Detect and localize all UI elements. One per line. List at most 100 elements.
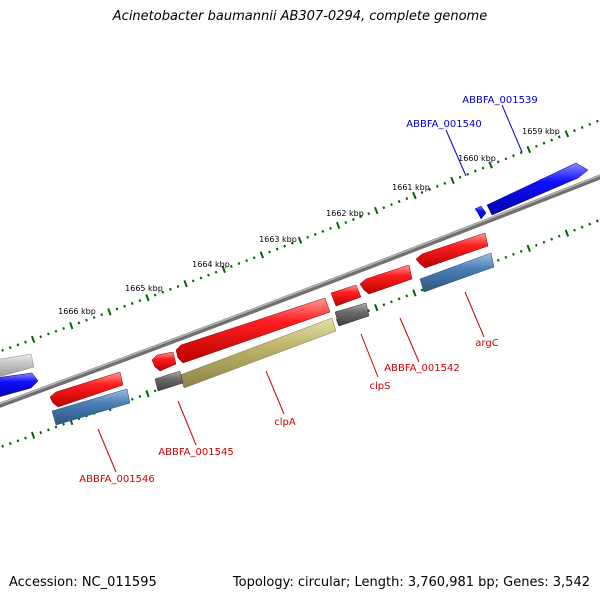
leader-clpa [265,370,285,415]
major-tick [145,390,150,398]
gene-abbfa-001545-feature[interactable] [154,370,184,392]
minor-tick [62,326,65,330]
minor-tick [428,187,432,191]
label-leader-lines [97,104,523,473]
minor-tick [382,303,386,307]
major-tick [412,289,417,297]
minor-tick [47,332,50,336]
minor-tick [595,219,599,223]
minor-tick [252,256,256,260]
minor-tick [62,422,65,426]
minor-tick [85,318,88,322]
gene-argc-feature[interactable] [419,252,495,293]
major-tick [526,145,532,154]
label-abbfa-001546[interactable]: ABBFA_001546 [79,474,154,485]
minor-tick [24,436,27,440]
minor-tick [496,160,500,164]
minor-tick [557,135,561,139]
major-tick [374,304,379,312]
minor-tick [24,340,27,344]
gene-clps-feature[interactable] [334,302,370,327]
gene-left-gray-fragment[interactable] [0,353,35,378]
minor-tick [275,247,279,251]
gene-clpa[interactable] [175,297,331,364]
label-abbfa-001545[interactable]: ABBFA_001545 [158,447,233,458]
tick-label-1660: 1660 kbp [458,154,496,163]
minor-tick [519,249,523,253]
minor-tick [47,428,50,432]
gene-abbfa-001546-feature[interactable] [51,388,131,426]
minor-tick [321,229,325,233]
major-tick [107,308,112,316]
minor-tick [405,294,409,298]
map-title: Acinetobacter baumannii AB307-0294, comp… [112,9,488,24]
gene-argc[interactable] [415,232,489,269]
label-abbfa-001542[interactable]: ABBFA_001542 [384,363,459,374]
gene-abbfa-001539[interactable] [486,162,589,216]
minor-tick [390,300,393,304]
gene-features [51,252,495,426]
gene-clpa-feature[interactable] [179,317,337,389]
minor-tick [542,141,546,145]
major-tick [297,236,303,244]
major-tick [30,431,36,439]
minor-tick [290,241,294,245]
gene-abbfa-001542[interactable] [359,264,413,295]
forward-strand-features [0,162,589,398]
major-tick [564,130,570,138]
minor-tick [283,244,287,248]
minor-tick [176,285,180,288]
minor-tick [595,119,599,123]
minor-tick [534,243,538,247]
minor-tick [54,329,58,333]
minor-tick [542,240,546,244]
gene-abbfa-001545[interactable] [151,351,177,372]
minor-tick [435,184,439,188]
major-tick [183,280,188,288]
label-abbfa-001540[interactable]: ABBFA_001540 [406,119,481,130]
minor-tick [39,335,43,339]
minor-tick [230,264,233,268]
minor-tick [169,287,172,291]
minor-tick [8,442,12,446]
tick-label-1662: 1662 kbp [326,209,364,218]
minor-tick [138,395,142,398]
minor-tick [382,206,386,210]
label-clps[interactable]: clpS [370,381,391,392]
reverse-strand-features [49,232,489,408]
tick-label-1666: 1666 kbp [58,307,96,316]
minor-tick [8,346,12,350]
tick-label-1665: 1665 kbp [125,284,163,293]
minor-tick [573,228,576,232]
minor-tick [153,293,157,297]
major-tick [69,322,74,330]
minor-tick [359,215,363,219]
minor-tick [54,425,58,429]
minor-tick [466,172,470,176]
label-argc[interactable]: argC [475,338,498,349]
minor-tick [496,258,500,262]
gene-abbfa-001546[interactable] [49,371,124,408]
minor-tick [351,218,355,222]
major-tick [374,206,379,215]
tick-label-1661: 1661 kbp [392,183,430,192]
minor-tick [420,288,424,292]
minor-tick [16,439,20,443]
label-abbfa-001539[interactable]: ABBFA_001539 [462,95,537,106]
tick-label-1659: 1659 kbp [522,127,560,136]
major-tick [145,294,150,302]
minor-tick [92,315,96,319]
leader-abbfa-001545 [177,400,197,446]
gene-clps[interactable] [330,284,362,307]
major-tick [412,191,417,200]
minor-tick [153,389,157,393]
gene-abbfa-001540[interactable] [474,205,487,220]
minor-tick [534,144,538,148]
label-clpa[interactable]: clpA [274,417,296,428]
minor-tick [123,304,126,308]
leader-clps [360,333,379,378]
leader-abbfa-001542 [399,317,420,363]
gene-left-blue-fragment[interactable] [0,372,39,398]
